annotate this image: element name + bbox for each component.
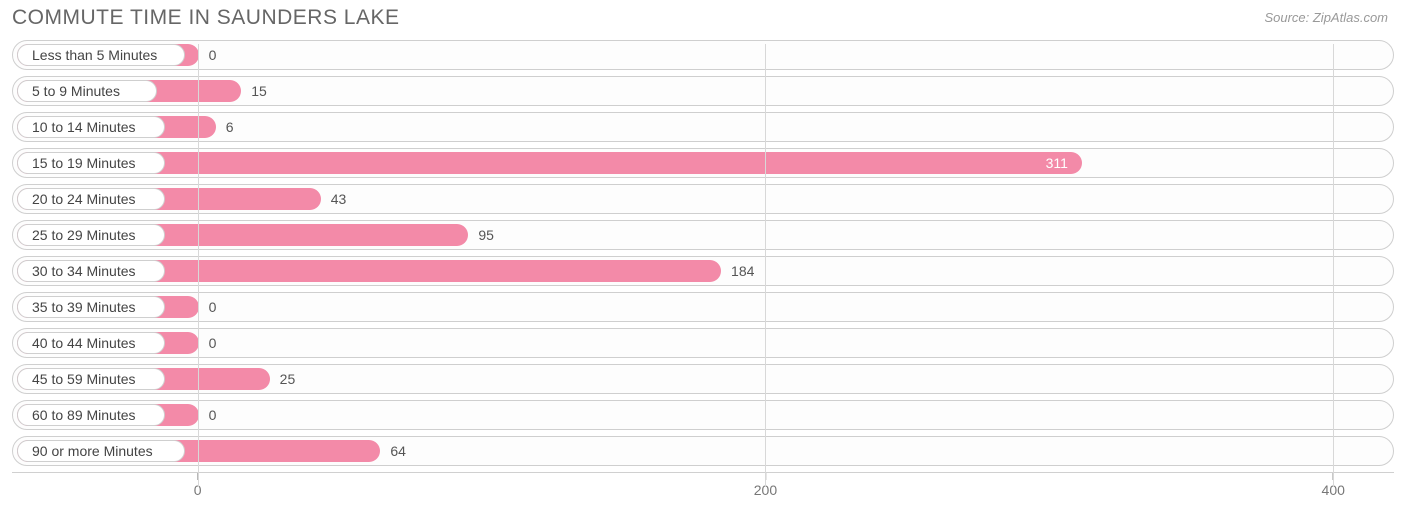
value-label: 0 xyxy=(209,41,217,69)
category-label: 60 to 89 Minutes xyxy=(17,404,165,426)
value-label: 0 xyxy=(209,401,217,429)
value-label: 43 xyxy=(331,185,347,213)
chart-area: Less than 5 Minutes 0 5 to 9 Minutes 15 10 t… xyxy=(0,30,1406,466)
category-label: 25 to 29 Minutes xyxy=(17,224,165,246)
category-label: 45 to 59 Minutes xyxy=(17,368,165,390)
category-label: Less than 5 Minutes xyxy=(17,44,185,66)
chart-row: 10 to 14 Minutes 6 xyxy=(12,112,1394,142)
category-label: 15 to 19 Minutes xyxy=(17,152,165,174)
gridline xyxy=(1333,44,1334,487)
value-label: 25 xyxy=(280,365,296,393)
category-label: 90 or more Minutes xyxy=(17,440,185,462)
category-label: 30 to 34 Minutes xyxy=(17,260,165,282)
category-label: 20 to 24 Minutes xyxy=(17,188,165,210)
value-label: 95 xyxy=(478,221,494,249)
value-label: 311 xyxy=(1046,149,1068,177)
chart-row: 45 to 59 Minutes 25 xyxy=(12,364,1394,394)
chart-row: 90 or more Minutes 64 xyxy=(12,436,1394,466)
chart-title: COMMUTE TIME IN SAUNDERS LAKE xyxy=(12,6,400,30)
source-attribution: Source: ZipAtlas.com xyxy=(1264,6,1394,25)
category-label: 40 to 44 Minutes xyxy=(17,332,165,354)
gridline xyxy=(765,44,766,487)
value-label: 64 xyxy=(390,437,406,465)
chart-row: 25 to 29 Minutes 95 xyxy=(12,220,1394,250)
category-label: 10 to 14 Minutes xyxy=(17,116,165,138)
value-label: 6 xyxy=(226,113,234,141)
chart-row: 40 to 44 Minutes 0 xyxy=(12,328,1394,358)
category-label: 5 to 9 Minutes xyxy=(17,80,157,102)
value-label: 184 xyxy=(731,257,754,285)
chart-row: Less than 5 Minutes 0 xyxy=(12,40,1394,70)
category-label: 35 to 39 Minutes xyxy=(17,296,165,318)
gridline xyxy=(198,44,199,487)
value-label: 0 xyxy=(209,293,217,321)
bar xyxy=(17,152,1082,174)
chart-row: 30 to 34 Minutes 184 xyxy=(12,256,1394,286)
chart-row: 15 to 19 Minutes 311 xyxy=(12,148,1394,178)
x-axis: 0200400 xyxy=(12,472,1394,502)
value-label: 0 xyxy=(209,329,217,357)
chart-row: 35 to 39 Minutes 0 xyxy=(12,292,1394,322)
value-label: 15 xyxy=(251,77,267,105)
chart-row: 60 to 89 Minutes 0 xyxy=(12,400,1394,430)
chart-row: 5 to 9 Minutes 15 xyxy=(12,76,1394,106)
chart-row: 20 to 24 Minutes 43 xyxy=(12,184,1394,214)
